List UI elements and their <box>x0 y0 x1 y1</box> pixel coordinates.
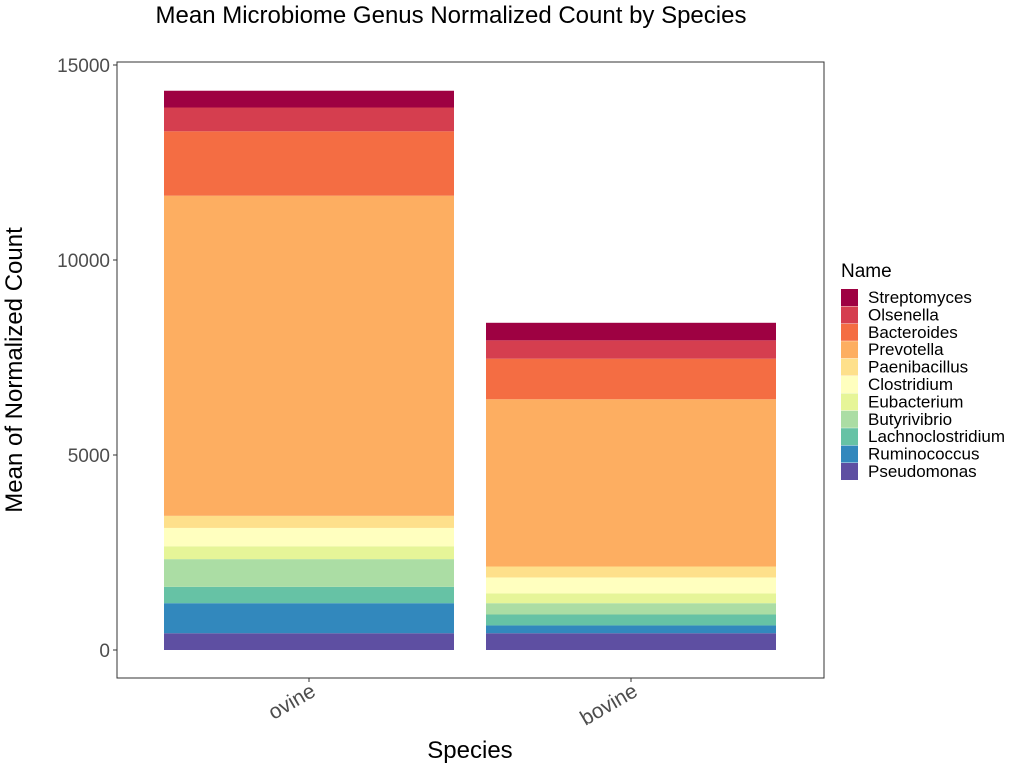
y-axis: 0 5000 10000 15000 <box>57 56 117 662</box>
bar-segment-bovine-clostridium <box>486 577 776 594</box>
legend-label-lachnoclostridium: Lachnoclostridium <box>868 427 1005 446</box>
bar-segment-ovine-bacteroides <box>164 131 454 196</box>
bar-segment-bovine-olsenella <box>486 340 776 359</box>
legend-title: Name <box>841 261 892 282</box>
y-tick-label: 0 <box>99 641 110 662</box>
legend-key-lachnoclostridium <box>841 428 858 446</box>
bar-segment-ovine-prevotella <box>164 195 454 516</box>
legend-label-olsenella: Olsenella <box>868 305 939 324</box>
legend-key-prevotella <box>841 341 858 359</box>
x-tick-label: ovine <box>265 679 320 724</box>
bar-segment-bovine-ruminococcus <box>486 625 776 634</box>
legend-label-butyrivibrio: Butyrivibrio <box>868 410 952 429</box>
bar-segment-bovine-paenibacillus <box>486 566 776 578</box>
bar-segment-bovine-prevotella <box>486 399 776 567</box>
bar-segment-ovine-streptomyces <box>164 90 454 108</box>
bar-segment-ovine-ruminococcus <box>164 603 454 634</box>
y-tick-label: 5000 <box>68 446 110 467</box>
bar-segment-bovine-streptomyces <box>486 322 776 341</box>
bar-segment-ovine-pseudomonas <box>164 633 454 650</box>
legend-label-ruminococcus: Ruminococcus <box>868 445 980 464</box>
bar-segment-bovine-eubacterium <box>486 593 776 604</box>
legend-key-paenibacillus <box>841 358 858 376</box>
bar-segment-bovine-lachnoclostridium <box>486 614 776 626</box>
legend-label-pseudomonas: Pseudomonas <box>868 462 977 481</box>
plot-panel-border <box>116 61 825 679</box>
legend-key-pseudomonas <box>841 463 858 480</box>
x-axis-title: Species <box>427 737 512 764</box>
bar-segment-ovine-paenibacillus <box>164 515 454 528</box>
legend-label-eubacterium: Eubacterium <box>868 392 963 411</box>
legend-label-streptomyces: Streptomyces <box>868 288 972 307</box>
bar-segment-ovine-olsenella <box>164 107 454 132</box>
legend-key-clostridium <box>841 376 858 393</box>
bar-segment-ovine-eubacterium <box>164 546 454 560</box>
x-axis: ovine bovine <box>265 678 642 730</box>
legend: Name StreptomycesOlsenellaBacteroidesPre… <box>841 261 1005 481</box>
bar-segment-ovine-butyrivibrio <box>164 559 454 587</box>
legend-label-clostridium: Clostridium <box>868 375 953 394</box>
y-axis-title: Mean of Normalized Count <box>1 227 28 513</box>
legend-key-eubacterium <box>841 393 858 411</box>
bar-segment-ovine-lachnoclostridium <box>164 586 454 604</box>
legend-key-ruminococcus <box>841 445 858 463</box>
legend-key-bacteroides <box>841 323 858 341</box>
plot-area <box>164 90 776 650</box>
legend-label-prevotella: Prevotella <box>868 340 944 359</box>
y-tick-label: 15000 <box>57 56 110 77</box>
legend-key-butyrivibrio <box>841 410 858 428</box>
bar-segment-bovine-pseudomonas <box>486 633 776 650</box>
legend-key-streptomyces <box>841 289 858 306</box>
bar-segment-ovine-clostridium <box>164 527 454 547</box>
legend-label-paenibacillus: Paenibacillus <box>868 358 968 377</box>
legend-key-olsenella <box>841 306 858 324</box>
bar-segment-bovine-butyrivibrio <box>486 603 776 615</box>
x-tick-label: bovine <box>576 679 641 730</box>
legend-label-bacteroides: Bacteroides <box>868 323 958 342</box>
y-tick-label: 10000 <box>57 251 110 272</box>
chart-title: Mean Microbiome Genus Normalized Count b… <box>156 2 747 29</box>
bar-segment-bovine-bacteroides <box>486 358 776 400</box>
